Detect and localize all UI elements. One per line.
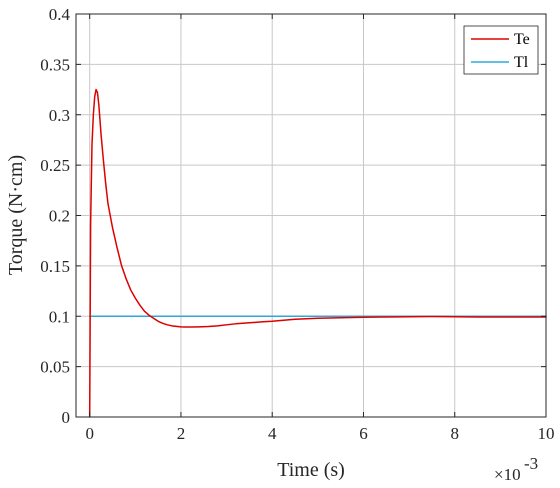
y-tick-label: 0.4 <box>49 5 71 24</box>
legend-label-tl: Tl <box>514 54 529 71</box>
ticks <box>76 13 547 418</box>
y-tick-label: 0.25 <box>40 156 70 175</box>
y-axis-label: Torque (N·cm) <box>5 155 27 275</box>
x-axis-label: Time (s) <box>277 459 345 481</box>
y-tick-label: 0.1 <box>49 307 70 326</box>
x-tick-label: 0 <box>85 424 94 443</box>
legend-label-te: Te <box>514 31 530 48</box>
y-tick-label: 0.35 <box>40 55 70 74</box>
tick-labels: 0 2 4 6 8 10 0 0.05 0.1 0.15 0.2 0.25 0.3 0.35 0.4 <box>40 5 554 443</box>
x-tick-label: 6 <box>359 424 368 443</box>
x-exponent-base: ×10 <box>494 465 521 484</box>
y-tick-label: 0.2 <box>49 207 70 226</box>
x-tick-label: 2 <box>177 424 186 443</box>
series-line-te <box>88 88 547 418</box>
x-tick-label: 10 <box>538 424 555 443</box>
x-exponent-power: -3 <box>524 454 538 473</box>
x-tick-label: 8 <box>450 424 459 443</box>
y-tick-label: 0.3 <box>49 106 70 125</box>
x-exponent: ×10 -3 <box>494 454 538 484</box>
y-tick-label: 0.15 <box>40 257 70 276</box>
y-tick-label: 0 <box>62 408 71 427</box>
x-tick-label: 4 <box>268 424 277 443</box>
series-layer <box>88 88 547 418</box>
y-tick-label: 0.05 <box>40 358 70 377</box>
legend: Te Tl <box>463 25 539 75</box>
legend-box <box>463 25 539 75</box>
